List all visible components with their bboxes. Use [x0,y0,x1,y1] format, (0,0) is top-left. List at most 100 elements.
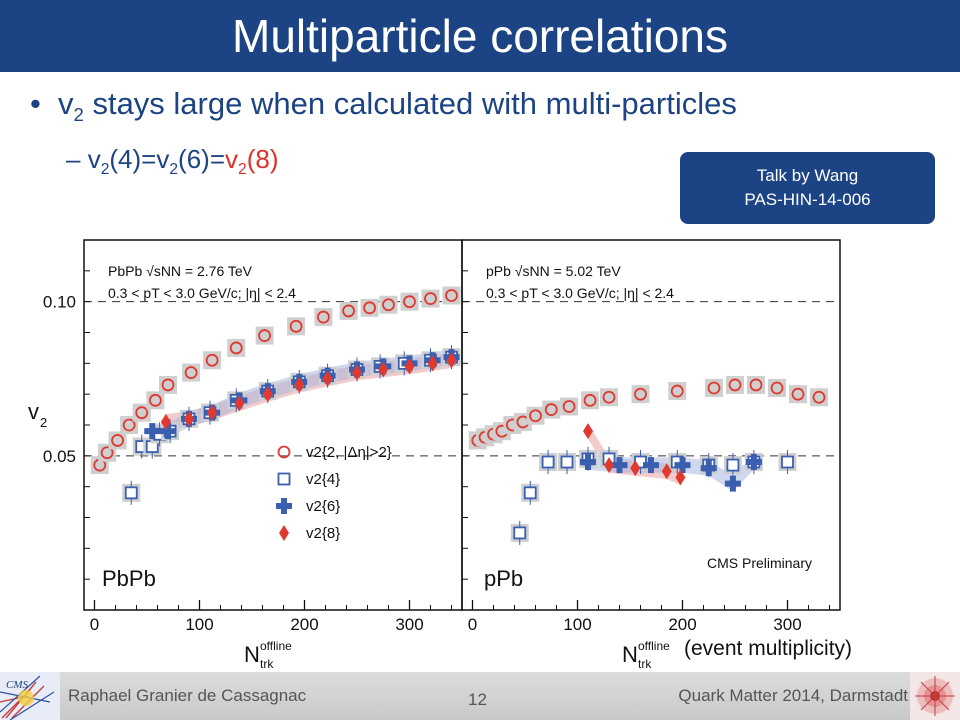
data-point-v2-6 [745,454,762,470]
data-point-v2-2 [445,289,458,302]
data-point-v2-2 [342,304,356,318]
data-point-v2-2 [382,298,395,312]
data-point-v2-2 [122,418,136,432]
data-point-v2-8 [207,404,218,421]
v2-6: v2(6)= [156,144,226,179]
data-point-v2-2 [316,310,330,324]
panel-header-cuts: 0.3 < pT < 3.0 GeV/c; |η| < 2.4 [486,285,674,301]
data-point-v2-2 [602,390,616,404]
data-point-v2-2 [111,434,124,447]
y-tick-label: 0.10 [43,293,76,312]
legend-marker [277,445,291,459]
data-point-v2-4 [541,455,555,469]
footer-conference: Quark Matter 2014, Darmstadt [678,686,908,705]
data-point-v2-2 [229,341,243,355]
bullet-sub: 2 [73,104,84,126]
chart-panel-ppb: 0 100 200 300 pPb √sNN = 5.02 TeV 0.3 < pT < … [461,239,841,671]
data-point-v2-4 [726,458,740,472]
legend-marker [279,525,289,541]
footer-page-number: 12 [468,690,487,709]
data-point-v2-8 [262,386,273,403]
data-point-v2-2 [289,319,303,333]
data-point-v2-8 [583,423,593,440]
sub-bullet: – v2(4)=v2(6)=v2(8) [66,144,278,179]
data-point-v2-8 [446,352,457,369]
footer-author: Raphael Granier de Cassagnac [68,686,307,705]
data-point-v2-2 [749,378,763,392]
data-point-v2-8 [604,457,614,474]
x-tick-label: 300 [773,615,801,634]
data-point-v2-8 [160,413,171,430]
panel-label: PbPb [102,566,156,591]
x-axis-label-sup: offline [260,639,292,653]
data-point-v2-4 [523,486,537,500]
y-tick-label: 0.05 [43,447,76,466]
data-point-v2-4 [513,526,527,540]
x-axis-label-sup: offline [638,639,670,653]
legend-marker [276,498,292,514]
x-axis-label: N [244,642,260,667]
legend-marker [277,472,291,486]
x-tick-label: 0 [90,615,99,634]
event-multiplicity-label: (event multiplicity) [684,637,853,660]
data-point-v2-2 [562,400,576,413]
qm-logo-icon [910,672,960,720]
data-point-v2-2 [583,393,597,407]
y-axis-label-sub: 2 [40,415,47,430]
data-point-v2-6 [144,423,161,440]
data-point-v2-8 [352,364,362,381]
x-axis-label: N [622,642,638,667]
talk-line-1: Talk by Wang [756,166,859,185]
talk-line-2: PAS-HIN-14-006 [744,190,871,209]
cms-preliminary-label: CMS Preliminary [707,555,812,571]
data-point-v2-6 [700,460,717,477]
main-bullet: • v2 stays large when calculated with mul… [30,86,737,126]
panel-header-cuts: 0.3 < pT < 3.0 GeV/c; |η| < 2.4 [108,285,296,301]
data-point-v2-6 [674,457,691,474]
data-point-v2-4 [560,455,574,469]
footer-bar [0,672,960,720]
data-point-v2-8 [294,376,305,393]
data-point-v2-4 [124,486,138,500]
panel-header-energy: PbPb √sNN = 2.76 TeV [108,263,253,279]
data-point-v2-8 [427,355,438,372]
legend-label: v2{8} [306,525,340,542]
sub-bullet-dash: – [66,144,81,174]
data-point-v2-2 [161,378,175,392]
data-point-v2-2 [707,381,721,395]
x-tick-label: 300 [395,615,423,634]
data-point-v2-2 [544,403,558,416]
x-axis-label-sub: trk [260,657,274,671]
data-point-v2-6 [724,475,741,492]
data-point-v2-2 [728,378,742,392]
title-bar [0,0,960,72]
chart-panel-pbpb: 0 100 200 300 0.05 0.10 PbPb √sNN = 2.76 TeV 0.… [28,239,463,671]
figure-svg: 0 100 200 300 0.05 0.10 PbPb √sNN = 2.76 TeV 0.… [28,239,841,671]
talk-reference-box: Talk by Wang PAS-HIN-14-006 [680,152,935,224]
legend-label: v2{6} [306,498,340,515]
data-point-v2-2 [258,329,272,342]
y-axis-label: v [28,399,39,424]
x-tick-label: 100 [185,615,213,634]
data-point-v2-8 [322,370,333,387]
data-point-v2-8 [661,463,672,480]
data-point-v2-6 [643,457,659,474]
data-point-v2-2 [135,406,149,420]
data-point-v2-8 [184,410,194,427]
data-point-v2-8 [378,361,389,378]
data-point-v2-2 [148,393,162,407]
x-tick-label: 200 [290,615,318,634]
panel-header-energy: pPb √sNN = 5.02 TeV [486,263,621,279]
legend-label: v2{2, |Δη|>2} [306,444,392,461]
cms-logo-icon: CMS [0,672,60,721]
data-point-v2-8 [630,460,641,477]
x-tick-label: 200 [668,615,696,634]
data-point-v2-2 [403,295,416,309]
data-point-v2-6 [611,457,628,474]
data-point-v2-2 [100,446,114,460]
legend-label: v2{4} [306,471,340,488]
bullet-v: v [58,86,74,121]
data-point-v2-2 [529,409,542,423]
bullet-text: stays large when calculated with multi-p… [83,86,737,121]
v2-4: v2(4)= [87,144,157,179]
